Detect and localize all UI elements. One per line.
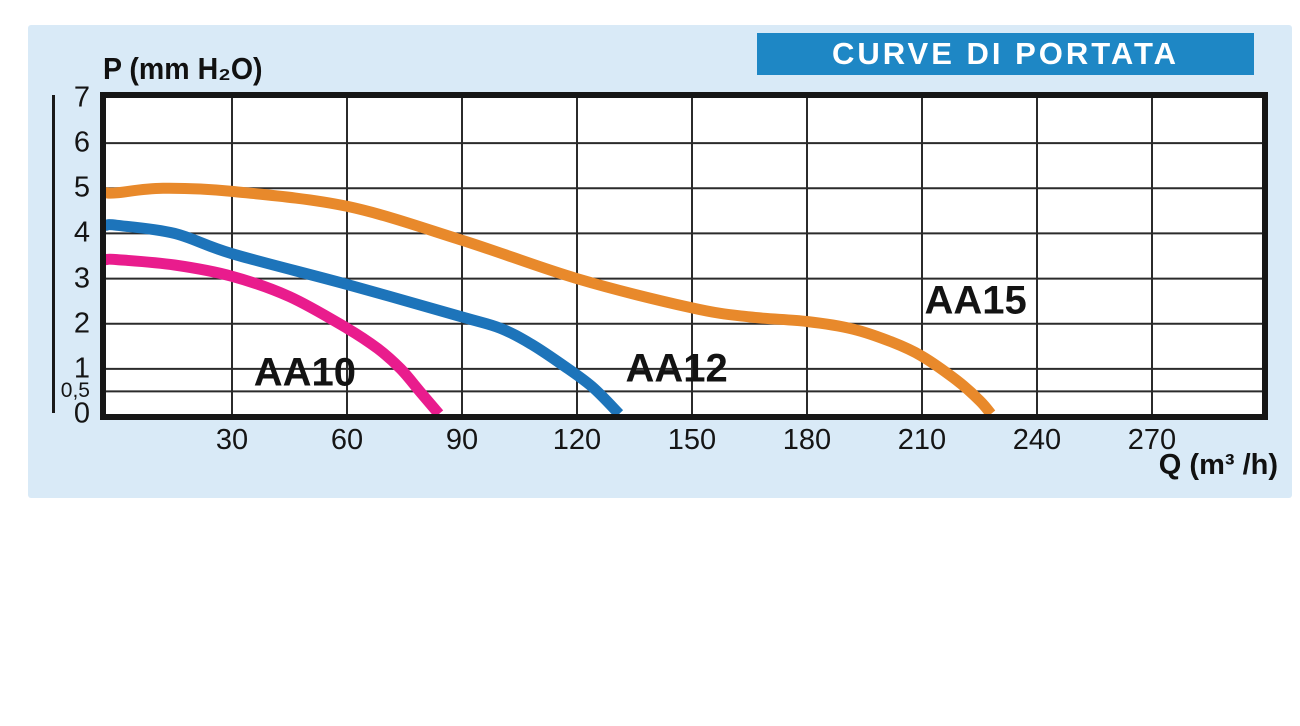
x-tick-label: 90	[445, 424, 479, 456]
y-tick-label: 4	[73, 216, 90, 249]
y-tick-label: 0	[73, 397, 90, 430]
x-tick-label: 240	[1012, 424, 1062, 456]
curve-AA15	[106, 182, 996, 414]
curve-AA10	[106, 253, 444, 414]
chart-title-banner: CURVE DI PORTATA	[757, 33, 1254, 75]
curves-svg	[106, 98, 1262, 414]
curve-AA12	[106, 219, 624, 414]
x-tick-label: 270	[1127, 424, 1177, 456]
x-tick-label: 180	[782, 424, 832, 456]
x-tick-label: 120	[552, 424, 602, 456]
y-tick-label: 1	[73, 352, 90, 385]
y-tick-label: 6	[73, 126, 90, 159]
x-axis-title: Q (m³ /h)	[1158, 449, 1278, 481]
x-tick-label: 150	[667, 424, 717, 456]
x-tick-label: 60	[330, 424, 364, 456]
y-axis-title: P (mm H₂O)	[103, 51, 263, 86]
x-tick-label: 30	[215, 424, 249, 456]
plot-area: AA10 AA12 AA15	[100, 92, 1268, 420]
chart-panel: CURVE DI PORTATA P (mm H₂O) AA10 AA12 AA15…	[28, 25, 1292, 498]
chart-title: CURVE DI PORTATA	[831, 36, 1180, 71]
y-tick-label: 2	[73, 307, 90, 340]
y-tick-label: 3	[73, 262, 90, 295]
curve-label-AA10: AA10	[253, 350, 356, 395]
certifications-row: Isolamento CLASSE II IPX4	[0, 498, 1300, 726]
x-tick-label: 210	[897, 424, 947, 456]
curve-label-AA12: AA12	[625, 346, 728, 391]
y-tick-label: 0,5	[60, 379, 90, 403]
y-axis-line	[52, 95, 55, 413]
curve-label-AA15: AA15	[924, 278, 1027, 323]
y-tick-label: 5	[73, 171, 90, 204]
y-tick-label: 7	[73, 81, 90, 114]
